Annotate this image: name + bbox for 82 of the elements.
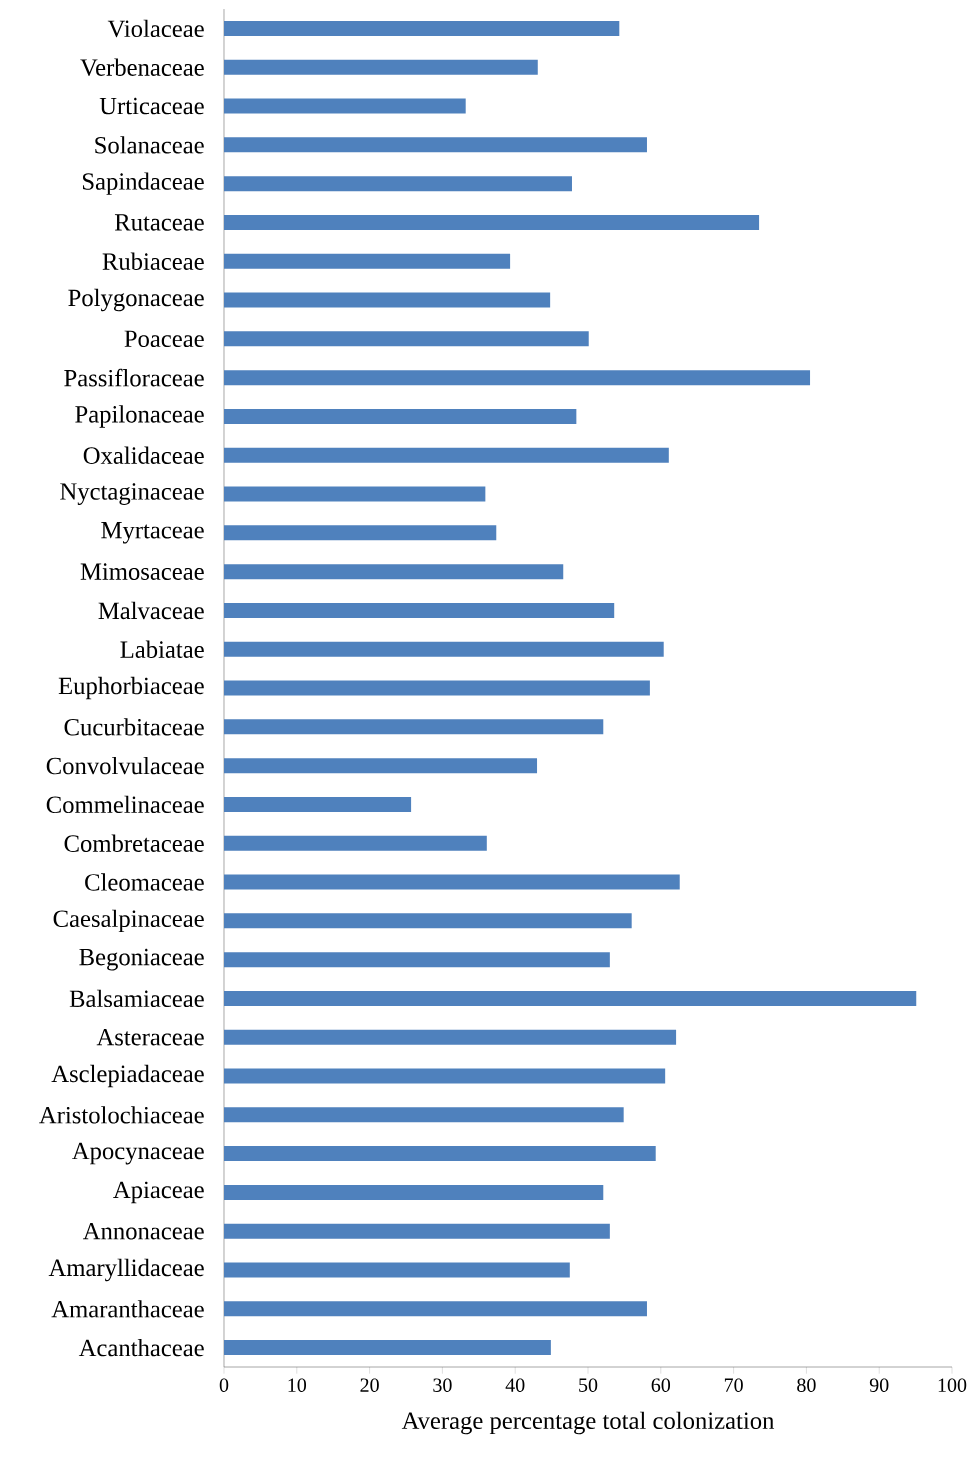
bar [224, 874, 680, 890]
y-tick-label: Urticaceae [99, 97, 204, 115]
y-tick-label: Verbenaceae [80, 58, 204, 77]
bar [224, 641, 664, 657]
y-tick-label: Passifloraceae [64, 368, 204, 387]
y-tick-label: Combretaceae [64, 834, 204, 852]
bar [224, 176, 572, 192]
y-tick-label: Commelinaceae [46, 795, 204, 814]
y-tick-label: Oxalidaceae [83, 446, 204, 464]
bar [224, 602, 615, 618]
y-tick-label: Labiatae [120, 640, 204, 658]
bar [224, 564, 564, 580]
bar [224, 1107, 624, 1123]
bar [224, 137, 647, 153]
bar [224, 1068, 666, 1084]
y-tick-label: Euphorbiaceae [58, 676, 204, 700]
y-tick-label: Cucurbitaceae [64, 718, 204, 736]
y-tick-label: Amaryllidaceae [48, 1258, 204, 1282]
y-tick-label: Acanthaceae [78, 1338, 204, 1357]
bar [224, 796, 412, 812]
bar [224, 214, 760, 230]
bar [224, 1262, 570, 1278]
y-tick-label: Rubiaceae [102, 252, 204, 270]
x-tick-label: 10 [288, 1378, 307, 1392]
y-tick-label: Asclepiadaceae [51, 1064, 204, 1088]
bar [224, 1301, 647, 1317]
x-tick-label: 0 [219, 1378, 229, 1392]
x-tick-label: 50 [579, 1378, 598, 1392]
bar [224, 758, 538, 774]
y-tick-label: Amaranthaceae [51, 1300, 204, 1318]
bar [224, 292, 551, 308]
y-tick-label: Apiaceae [113, 1181, 204, 1204]
y-tick-label: Begoniaceae [79, 948, 204, 971]
bar [224, 1029, 677, 1045]
y-tick-label: Poaceae [124, 330, 204, 348]
x-tick-label: 40 [505, 1378, 525, 1392]
y-tick-label: Rutaceae [114, 214, 204, 231]
x-tick-label: 20 [360, 1378, 379, 1392]
bar [224, 253, 511, 269]
y-tick-label: Violaceae [107, 19, 204, 38]
y-tick-label: Malvaceae [98, 601, 204, 620]
bar [224, 990, 917, 1006]
y-tick-label: Myrtaceae [101, 522, 204, 544]
y-tick-label: Polygonaceae [68, 288, 204, 312]
y-tick-label: Cleomaceae [85, 873, 204, 891]
y-tick-label: Annonaceae [82, 1222, 204, 1240]
bar [224, 680, 650, 696]
bar [224, 1184, 604, 1200]
bar [224, 952, 610, 968]
y-tick-label: Convolvulaceae [46, 756, 204, 775]
x-tick-label: 100 [938, 1378, 967, 1392]
x-tick-label: 30 [433, 1378, 452, 1392]
y-tick-label: Asteraceae [96, 1028, 204, 1046]
y-tick-label: Mimosaceae [80, 563, 204, 580]
bar [224, 370, 811, 386]
x-tick-label: 70 [724, 1378, 743, 1392]
bar [224, 408, 577, 424]
x-tick-label: 60 [651, 1378, 671, 1392]
x-tick-label: 90 [869, 1378, 889, 1392]
bar [224, 1146, 656, 1162]
bar [224, 331, 589, 347]
bar [224, 913, 632, 929]
bar [224, 1223, 610, 1239]
bar [224, 486, 486, 502]
bar [224, 447, 669, 463]
y-tick-label: Nyctaginaceae [60, 483, 204, 505]
y-tick-label: Papilonaceae [75, 405, 204, 428]
bar [224, 1340, 551, 1356]
bar [224, 20, 620, 36]
bar [224, 525, 497, 541]
x-tick-label: 80 [797, 1378, 816, 1392]
x-axis-title: Average percentage total colonization [401, 1411, 775, 1435]
y-tick-label: Aristolochiaceae [39, 1106, 204, 1124]
y-tick-label: Apocynaceae [72, 1142, 204, 1165]
bar [224, 98, 466, 114]
y-tick-label: Caesalpinaceae [53, 909, 204, 933]
bar [224, 59, 538, 75]
y-tick-label: Balsamiaceae [69, 989, 204, 1008]
bar [224, 835, 487, 851]
y-tick-label: Solanaceae [95, 136, 204, 154]
y-tick-label: Sapindaceae [83, 172, 204, 195]
bar [224, 719, 604, 735]
